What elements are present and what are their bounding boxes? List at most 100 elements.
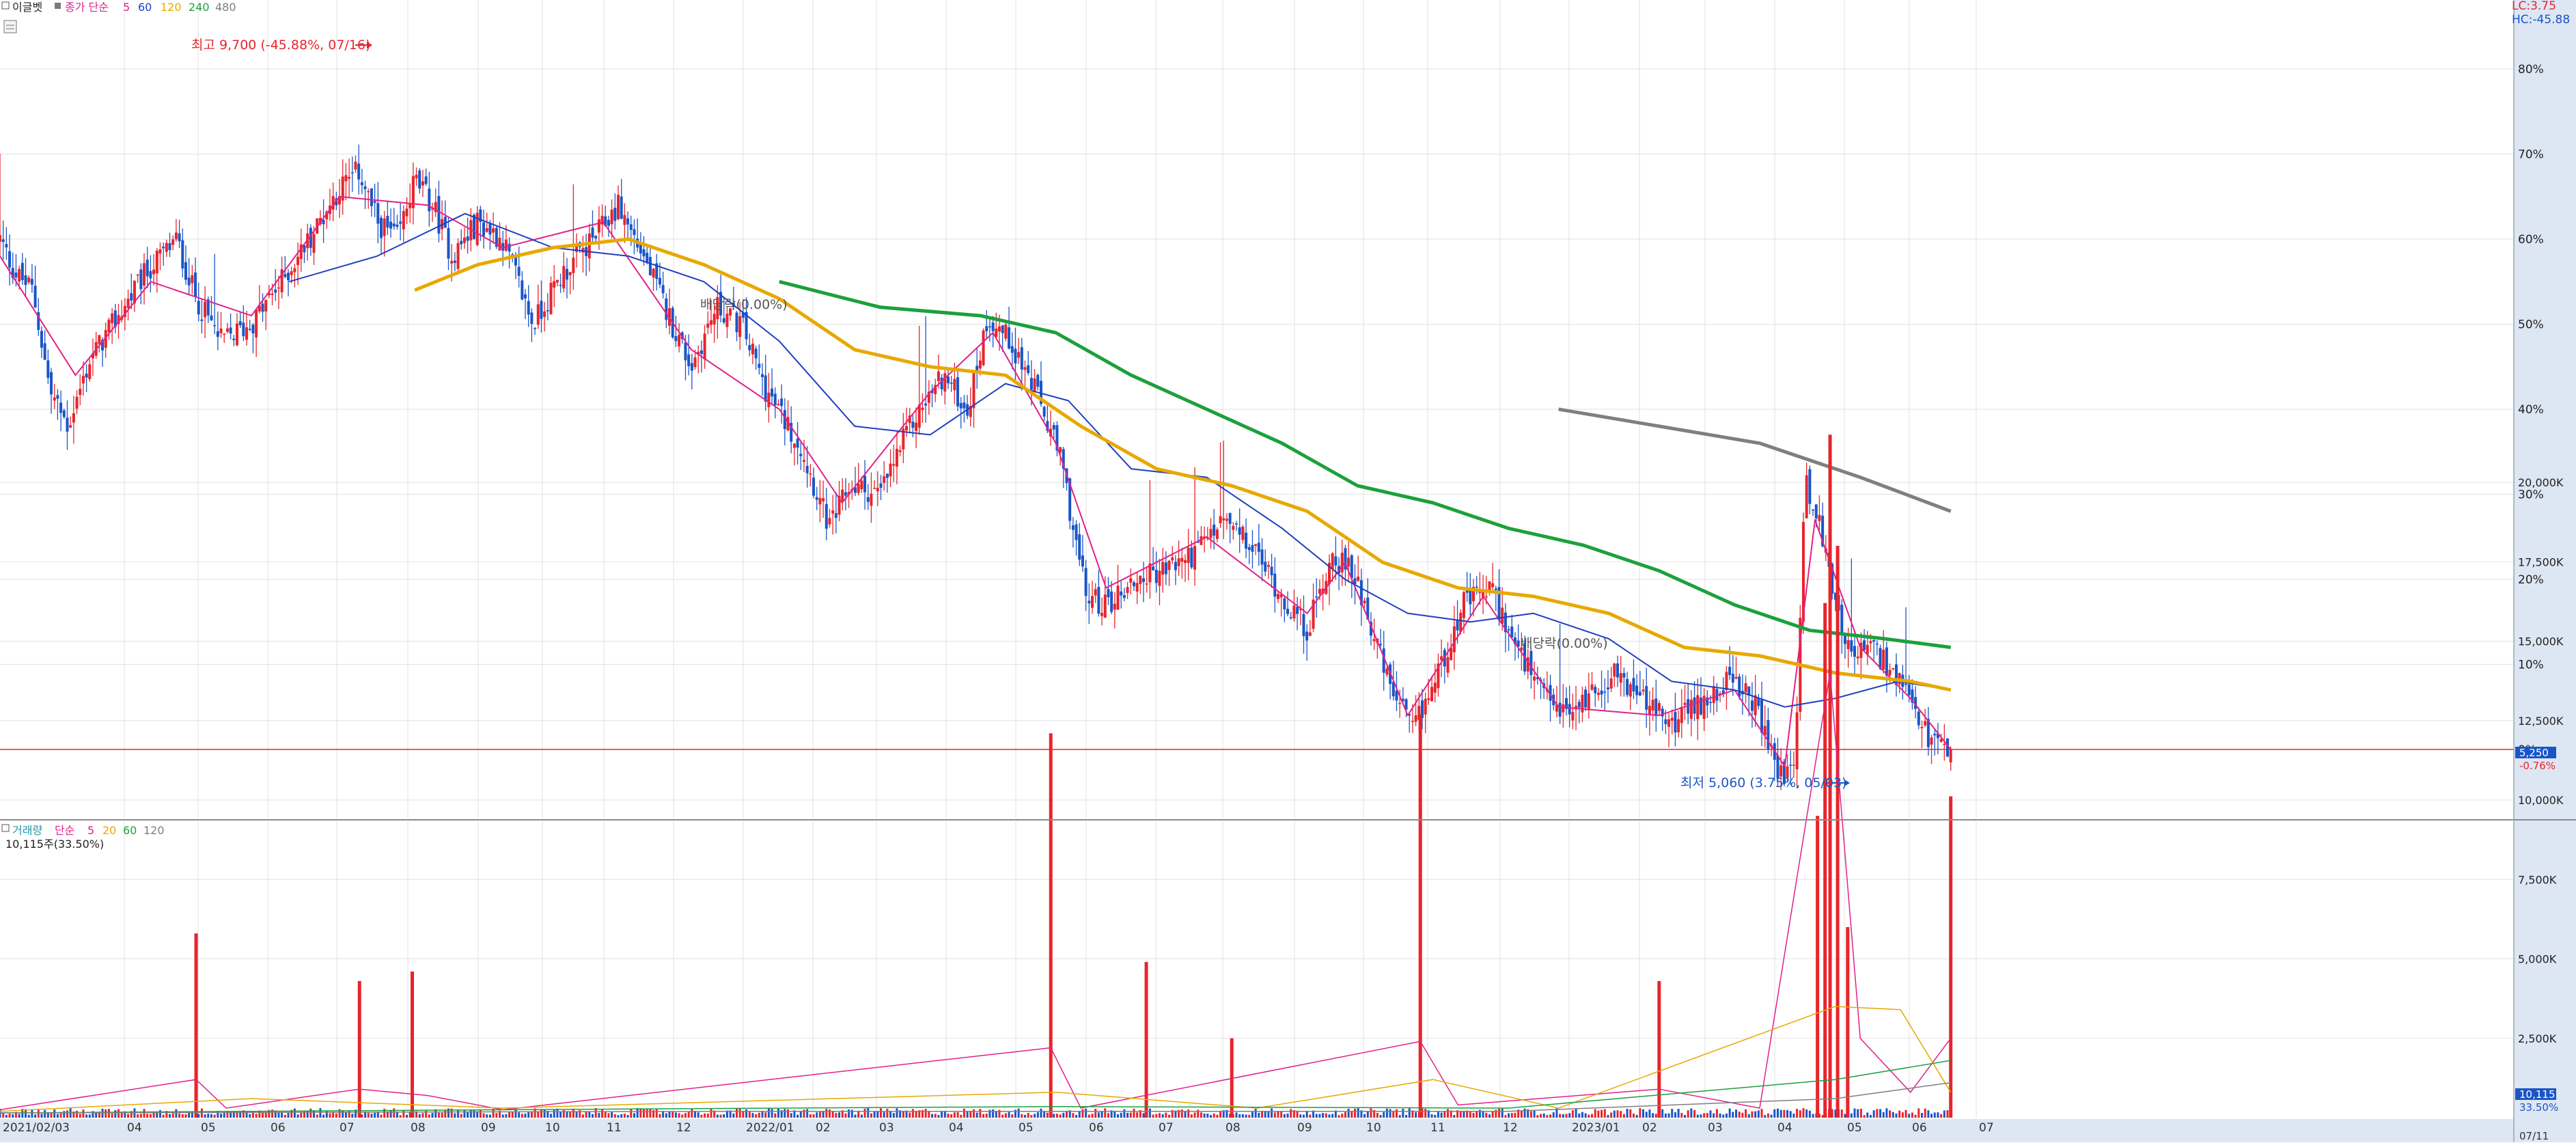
volume-bar <box>1789 1111 1792 1118</box>
candle-body <box>1562 704 1565 713</box>
candle-body <box>1767 719 1770 749</box>
candle-body <box>1638 691 1642 695</box>
volume-bar <box>1626 1108 1629 1118</box>
candle-body <box>1731 674 1734 683</box>
volume-bar <box>1235 1112 1238 1118</box>
volume-bar <box>1831 1109 1833 1118</box>
volume-bar <box>1588 1114 1590 1118</box>
ma-legend-120[interactable]: 120 <box>161 1 182 14</box>
candle-body <box>370 188 373 206</box>
volume-bar <box>1344 1112 1346 1118</box>
candle-body <box>860 480 863 490</box>
candle-body <box>1930 737 1933 745</box>
volume-bar <box>825 1108 828 1118</box>
candle-body <box>1782 762 1786 784</box>
price-panel[interactable] <box>0 42 2514 790</box>
volume-bar <box>1466 1110 1469 1118</box>
volume-spike-bar <box>357 981 361 1118</box>
candle-body <box>1603 691 1607 693</box>
volume-bar <box>364 1112 367 1118</box>
volume-bar <box>95 1113 98 1118</box>
candle-body <box>870 493 873 506</box>
volume-bar <box>1459 1110 1462 1118</box>
candle-body <box>1885 647 1888 676</box>
x-tick-label: 03 <box>879 1121 894 1135</box>
candle-body <box>1001 325 1004 333</box>
vol-ma-legend-60[interactable]: 60 <box>123 824 137 837</box>
candle-body <box>1513 637 1516 645</box>
pct-tick-label: 30% <box>2518 488 2544 502</box>
volume-info: 10,115주(33.50%) <box>5 838 104 851</box>
ma-legend-240[interactable]: 240 <box>189 1 210 14</box>
candle-body <box>709 320 712 325</box>
volume-panel-collapse-icon[interactable] <box>1 824 10 832</box>
candle-body <box>1728 666 1732 676</box>
candle-body <box>1504 612 1507 633</box>
volume-bar <box>8 1114 11 1118</box>
ma-legend-480[interactable]: 480 <box>215 1 236 14</box>
volume-bar <box>1578 1113 1581 1118</box>
candle-body <box>271 293 274 295</box>
volume-bar <box>1097 1112 1100 1118</box>
candle-body <box>411 176 415 208</box>
candle-body <box>1062 449 1065 469</box>
candle-body <box>348 177 351 179</box>
volume-bar <box>351 1114 354 1118</box>
volume-bar <box>290 1109 293 1118</box>
candle-body <box>1145 583 1148 585</box>
volume-bar <box>1030 1115 1033 1118</box>
candle-body <box>1090 596 1094 608</box>
price-panel-collapse-icon[interactable] <box>1 1 10 10</box>
volume-bar <box>1430 1114 1433 1118</box>
x-tick-label: 2021/02/03 <box>3 1121 70 1135</box>
candle-body <box>415 174 418 178</box>
ma-legend-60[interactable]: 60 <box>138 1 152 14</box>
volume-bar <box>1085 1108 1088 1118</box>
grid-toggle-icon[interactable] <box>3 20 17 33</box>
candle-body <box>546 310 549 312</box>
vol-ma-legend-5[interactable]: 5 <box>87 824 94 837</box>
candle-body <box>1840 605 1844 633</box>
candle-body <box>1575 706 1578 710</box>
candle-body <box>447 227 450 259</box>
pct-tick-label: 10% <box>2518 659 2544 672</box>
candle-body <box>828 518 831 525</box>
candle-body <box>1395 690 1398 701</box>
volume-bar <box>527 1112 530 1118</box>
candle-body <box>344 175 348 182</box>
ma-legend-5[interactable]: 5 <box>123 1 130 14</box>
candle-body <box>1164 562 1167 575</box>
candle-body <box>1363 601 1366 604</box>
candle-body <box>1529 650 1533 676</box>
candle-body <box>1049 428 1053 437</box>
vol-ma-legend-120[interactable]: 120 <box>143 824 165 837</box>
candle-body <box>581 247 585 253</box>
volume-bar <box>447 1108 449 1118</box>
x-tick-label: 08 <box>1225 1121 1241 1135</box>
candle-body <box>492 228 495 233</box>
volume-bar <box>143 1109 146 1118</box>
volume-bar <box>620 1114 623 1118</box>
volume-bar <box>1014 1109 1016 1118</box>
volume-bar <box>226 1111 229 1118</box>
candle-body <box>818 497 822 505</box>
volume-bar <box>1075 1114 1078 1118</box>
vol-ma-legend-20[interactable]: 20 <box>102 824 116 837</box>
volume-bar <box>550 1114 553 1118</box>
volume-bar <box>566 1111 568 1118</box>
candle-body <box>1113 603 1116 610</box>
candle-body <box>700 350 703 355</box>
candle-body <box>1926 719 1930 747</box>
volume-bar <box>1107 1113 1109 1118</box>
candle-body <box>1097 587 1100 614</box>
volume-bar <box>777 1109 779 1118</box>
volume-bar <box>1664 1113 1667 1118</box>
candle-body <box>1526 657 1529 672</box>
candle-body <box>1353 578 1357 585</box>
candle-body <box>866 497 870 502</box>
volume-bar <box>1248 1114 1251 1118</box>
volume-panel[interactable] <box>0 434 1953 1118</box>
volume-bar <box>1395 1109 1398 1118</box>
candle-body <box>1760 700 1764 733</box>
